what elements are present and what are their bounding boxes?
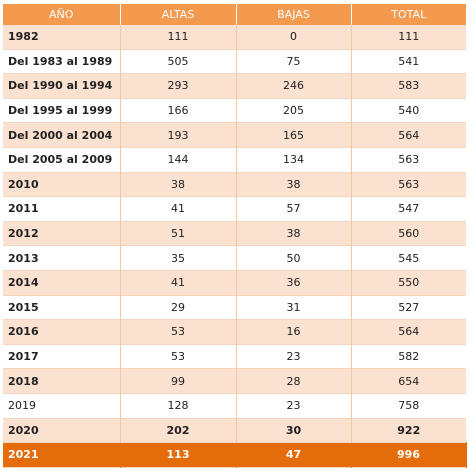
cell-year: 2014	[3, 270, 121, 296]
cell-altas: 144	[120, 147, 237, 173]
cell-altas: 51	[120, 221, 237, 246]
cell-altas: 128	[120, 393, 237, 418]
cell-bajas: 165	[236, 122, 352, 148]
header-year: AÑO	[3, 4, 121, 25]
cell-bajas: 38	[236, 172, 352, 197]
table-row: 2014 41 36 550	[3, 270, 466, 296]
cell-bajas: 75	[236, 49, 352, 74]
cell-bajas: 57	[236, 196, 352, 222]
cell-year: 2011	[3, 196, 121, 222]
table-body: 1982 111 0 111 Del 1983 al 1989 505 75 5…	[3, 25, 467, 468]
cell-altas: 505	[120, 49, 237, 74]
cell-altas: 99	[120, 368, 237, 394]
table-row: Del 1990 al 1994 293 246 583	[3, 73, 466, 99]
cell-total: 583	[351, 73, 466, 99]
cell-bajas: 205	[236, 98, 352, 123]
header-bajas: BAJAS	[236, 4, 352, 25]
membership-table-container: AÑO ALTAS BAJAS TOTAL 1982 111 0 111 Del…	[3, 4, 467, 468]
cell-total: 550	[351, 270, 466, 296]
table-row: Del 2000 al 2004 193 165 564	[3, 122, 466, 148]
header-total: TOTAL	[351, 4, 466, 25]
table-header: AÑO ALTAS BAJAS TOTAL	[3, 4, 466, 25]
table-row: 2019 128 23 758	[3, 393, 466, 418]
cell-bajas: 47	[236, 442, 352, 468]
cell-altas: 113	[120, 442, 237, 468]
table-row: 2017 53 23 582	[3, 344, 466, 369]
cell-total: 758	[351, 393, 466, 418]
table-row: 2018 99 28 654	[3, 368, 466, 394]
cell-year: 2013	[3, 245, 121, 271]
cell-year: 1982	[3, 25, 121, 50]
table-row: 1982 111 0 111	[3, 25, 466, 50]
cell-total: 540	[351, 98, 466, 123]
cell-year: 2017	[3, 344, 121, 369]
cell-altas: 293	[120, 73, 237, 99]
cell-altas: 41	[120, 270, 237, 296]
cell-bajas: 23	[236, 344, 352, 369]
cell-total: 996	[351, 442, 467, 468]
cell-altas: 166	[120, 98, 237, 123]
cell-total: 564	[351, 319, 466, 345]
cell-bajas: 31	[236, 295, 352, 320]
cell-total: 582	[351, 344, 466, 369]
cell-bajas: 246	[236, 73, 352, 99]
cell-year: Del 1995 al 1999	[3, 98, 121, 123]
cell-bajas: 36	[236, 270, 352, 296]
cell-total: 541	[351, 49, 466, 74]
table-row: 2010 38 38 563	[3, 172, 466, 197]
cell-year: 2016	[3, 319, 121, 345]
cell-bajas: 38	[236, 221, 352, 246]
cell-total: 654	[351, 368, 466, 394]
cell-year: Del 2000 al 2004	[3, 122, 121, 148]
cell-total: 564	[351, 122, 466, 148]
cell-total: 527	[351, 295, 466, 320]
cell-bajas: 28	[236, 368, 352, 394]
cell-bajas: 30	[236, 418, 352, 443]
cell-year: 2012	[3, 221, 121, 246]
cell-year: 2020	[3, 418, 121, 443]
cell-total: 111	[351, 25, 466, 50]
cell-bajas: 16	[236, 319, 352, 345]
cell-altas: 202	[120, 418, 237, 443]
cell-altas: 111	[120, 25, 237, 50]
cell-year: Del 2005 al 2009	[3, 147, 121, 173]
cell-year: 2021	[3, 442, 121, 468]
cell-total: 922	[351, 418, 466, 443]
table-row: 2013 35 50 545	[3, 245, 466, 271]
cell-bajas: 23	[236, 393, 352, 418]
cell-total: 563	[351, 147, 466, 173]
cell-total: 545	[351, 245, 466, 271]
table-row: 2012 51 38 560	[3, 221, 466, 246]
cell-year: 2018	[3, 368, 121, 394]
table-row-highlighted: 2021 113 47 996	[3, 442, 467, 468]
cell-bajas: 0	[236, 25, 352, 50]
cell-altas: 53	[120, 344, 237, 369]
cell-bajas: 134	[236, 147, 352, 173]
header-row: AÑO ALTAS BAJAS TOTAL	[3, 4, 466, 25]
cell-total: 560	[351, 221, 466, 246]
header-altas: ALTAS	[120, 4, 237, 25]
cell-altas: 29	[120, 295, 237, 320]
cell-altas: 41	[120, 196, 237, 222]
cell-altas: 38	[120, 172, 237, 197]
table-row: Del 1995 al 1999 166 205 540	[3, 98, 466, 123]
cell-altas: 53	[120, 319, 237, 345]
table-row: 2011 41 57 547	[3, 196, 466, 222]
cell-year: 2019	[3, 393, 121, 418]
cell-bajas: 50	[236, 245, 352, 271]
cell-total: 563	[351, 172, 466, 197]
cell-year: Del 1990 al 1994	[3, 73, 121, 99]
cell-altas: 193	[120, 122, 237, 148]
cell-year: Del 1983 al 1989	[3, 49, 121, 74]
table-row: Del 1983 al 1989 505 75 541	[3, 49, 466, 74]
table-row: 2016 53 16 564	[3, 319, 466, 345]
cell-year: 2015	[3, 295, 121, 320]
table-row: Del 2005 al 2009 144 134 563	[3, 147, 466, 173]
table-row: 2020 202 30 922	[3, 418, 466, 443]
cell-year: 2010	[3, 172, 121, 197]
table-row: 2015 29 31 527	[3, 295, 466, 320]
cell-altas: 35	[120, 245, 237, 271]
cell-total: 547	[351, 196, 466, 222]
membership-table: AÑO ALTAS BAJAS TOTAL 1982 111 0 111 Del…	[3, 4, 467, 468]
